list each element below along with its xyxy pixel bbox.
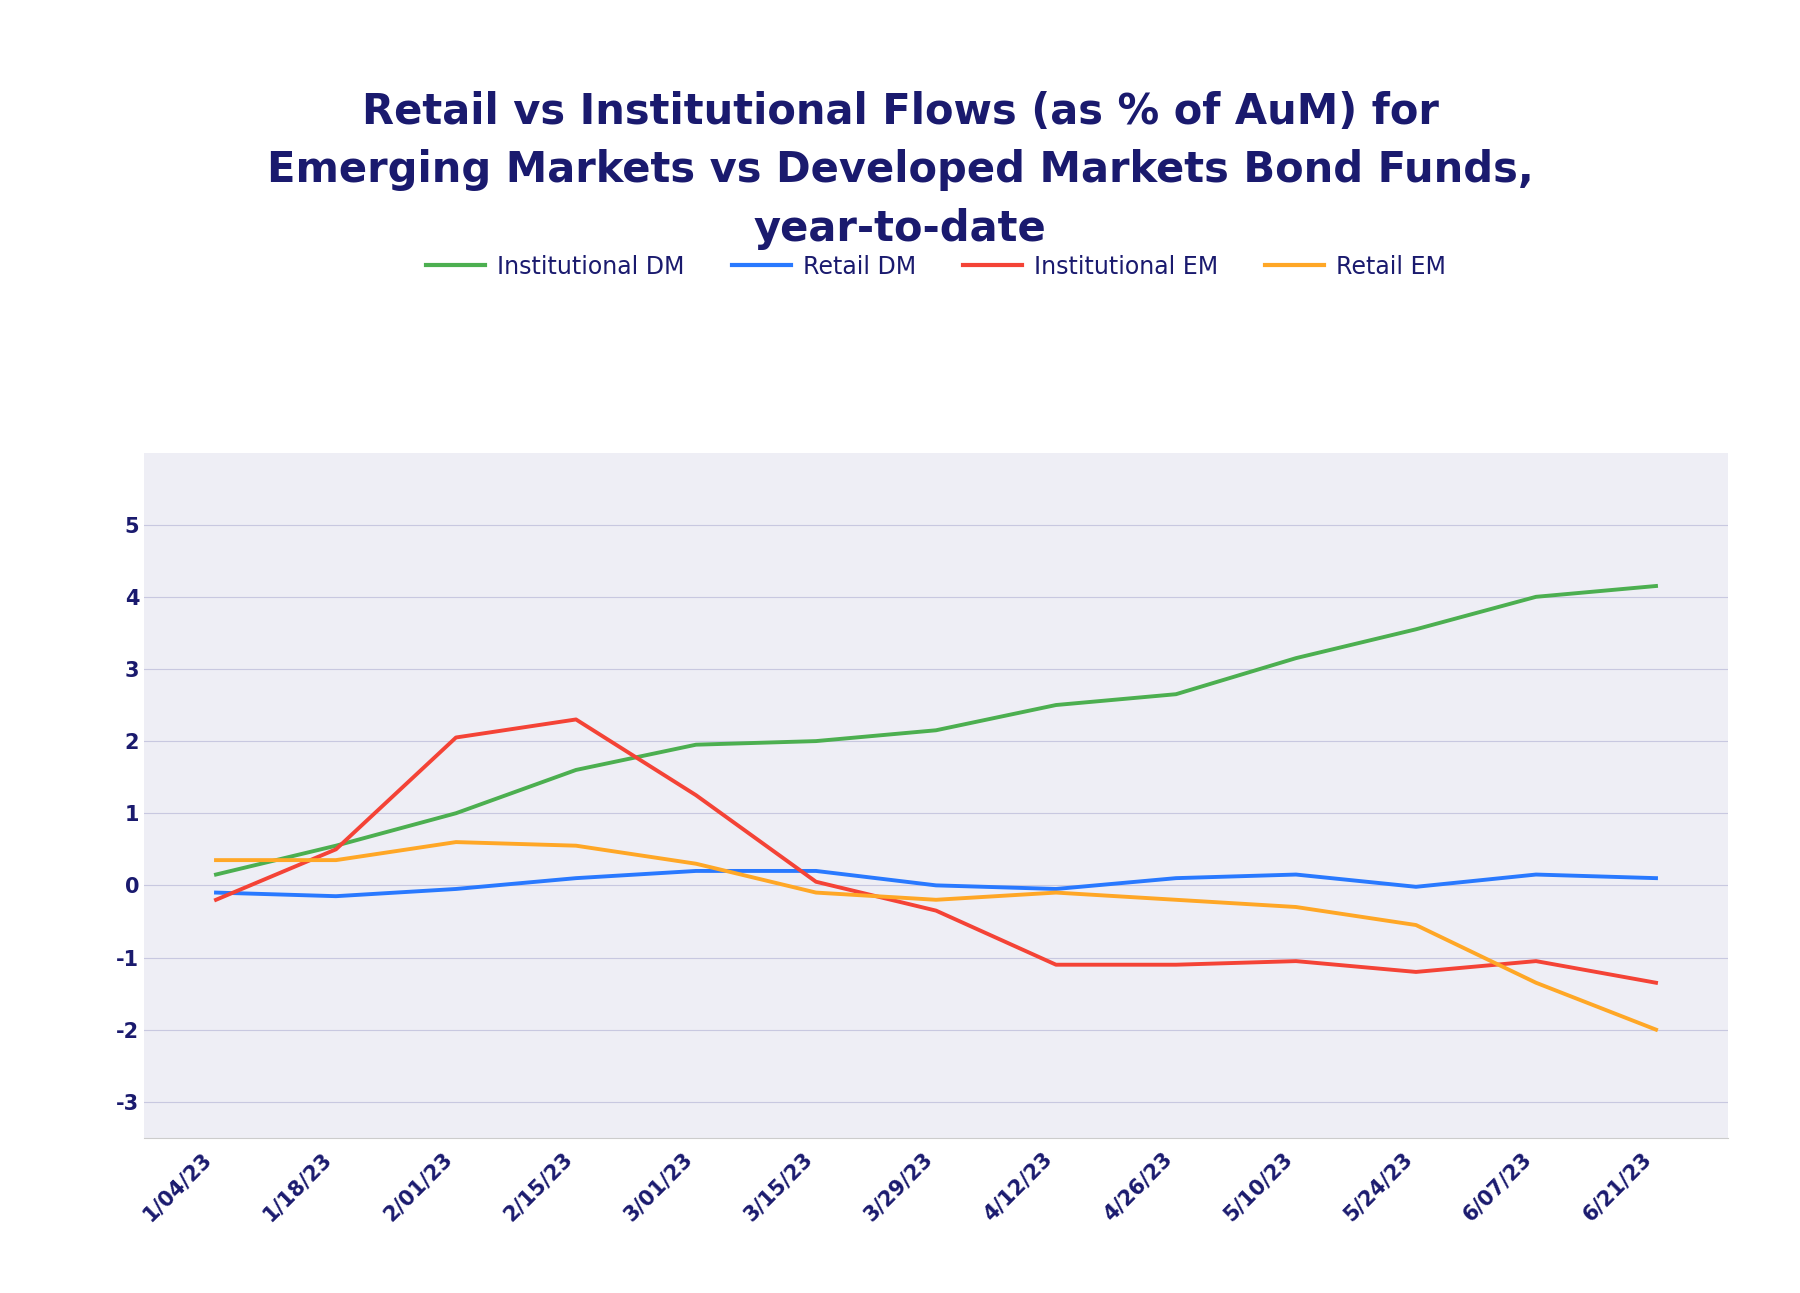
Line: Retail DM: Retail DM — [216, 871, 1656, 896]
Institutional DM — [686, 737, 707, 753]
Institutional DM — [925, 723, 947, 738]
Institutional DM — [326, 838, 347, 853]
Retail DM — [205, 884, 227, 900]
Institutional DM — [1046, 697, 1067, 712]
Line: Institutional DM: Institutional DM — [216, 586, 1656, 874]
Retail DM — [1525, 866, 1546, 882]
Retail DM — [326, 888, 347, 904]
Institutional EM — [1525, 953, 1546, 968]
Institutional EM — [565, 711, 587, 727]
Institutional DM — [1285, 650, 1307, 666]
Retail EM — [565, 838, 587, 853]
Institutional EM — [1406, 965, 1427, 980]
Institutional DM — [565, 762, 587, 777]
Retail EM — [925, 892, 947, 908]
Retail EM — [1525, 975, 1546, 990]
Institutional EM — [686, 787, 707, 803]
Institutional DM — [1165, 687, 1186, 702]
Retail DM — [1285, 866, 1307, 882]
Retail DM — [1406, 879, 1427, 895]
Retail DM — [805, 864, 826, 879]
Retail EM — [686, 856, 707, 871]
Retail EM — [205, 852, 227, 868]
Retail DM — [565, 870, 587, 886]
Institutional DM — [205, 866, 227, 882]
Retail DM — [925, 878, 947, 893]
Institutional DM — [445, 806, 466, 821]
Retail EM — [1165, 892, 1186, 908]
Retail EM — [1285, 899, 1307, 914]
Retail EM — [1046, 884, 1067, 900]
Retail DM — [686, 864, 707, 879]
Retail EM — [805, 884, 826, 900]
Retail DM — [1645, 870, 1667, 886]
Institutional EM — [1046, 957, 1067, 972]
Institutional EM — [1165, 957, 1186, 972]
Legend: Institutional DM, Retail DM, Institutional EM, Retail EM: Institutional DM, Retail DM, Institution… — [418, 246, 1454, 288]
Institutional DM — [1525, 590, 1546, 605]
Institutional EM — [205, 892, 227, 908]
Retail DM — [445, 882, 466, 897]
Institutional EM — [445, 729, 466, 745]
Retail EM — [1645, 1021, 1667, 1037]
Institutional EM — [1645, 975, 1667, 990]
Retail EM — [326, 852, 347, 868]
Line: Institutional EM: Institutional EM — [216, 719, 1656, 983]
Retail DM — [1046, 882, 1067, 897]
Institutional DM — [805, 733, 826, 749]
Institutional DM — [1645, 578, 1667, 593]
Retail DM — [1165, 870, 1186, 886]
Retail EM — [445, 834, 466, 850]
Institutional DM — [1406, 622, 1427, 637]
Institutional EM — [925, 903, 947, 918]
Text: Retail vs Institutional Flows (as % of AuM) for
Emerging Markets vs Developed Ma: Retail vs Institutional Flows (as % of A… — [266, 91, 1534, 250]
Institutional EM — [1285, 953, 1307, 968]
Institutional EM — [805, 874, 826, 890]
Retail EM — [1406, 917, 1427, 932]
Line: Retail EM: Retail EM — [216, 842, 1656, 1029]
Institutional EM — [326, 842, 347, 857]
